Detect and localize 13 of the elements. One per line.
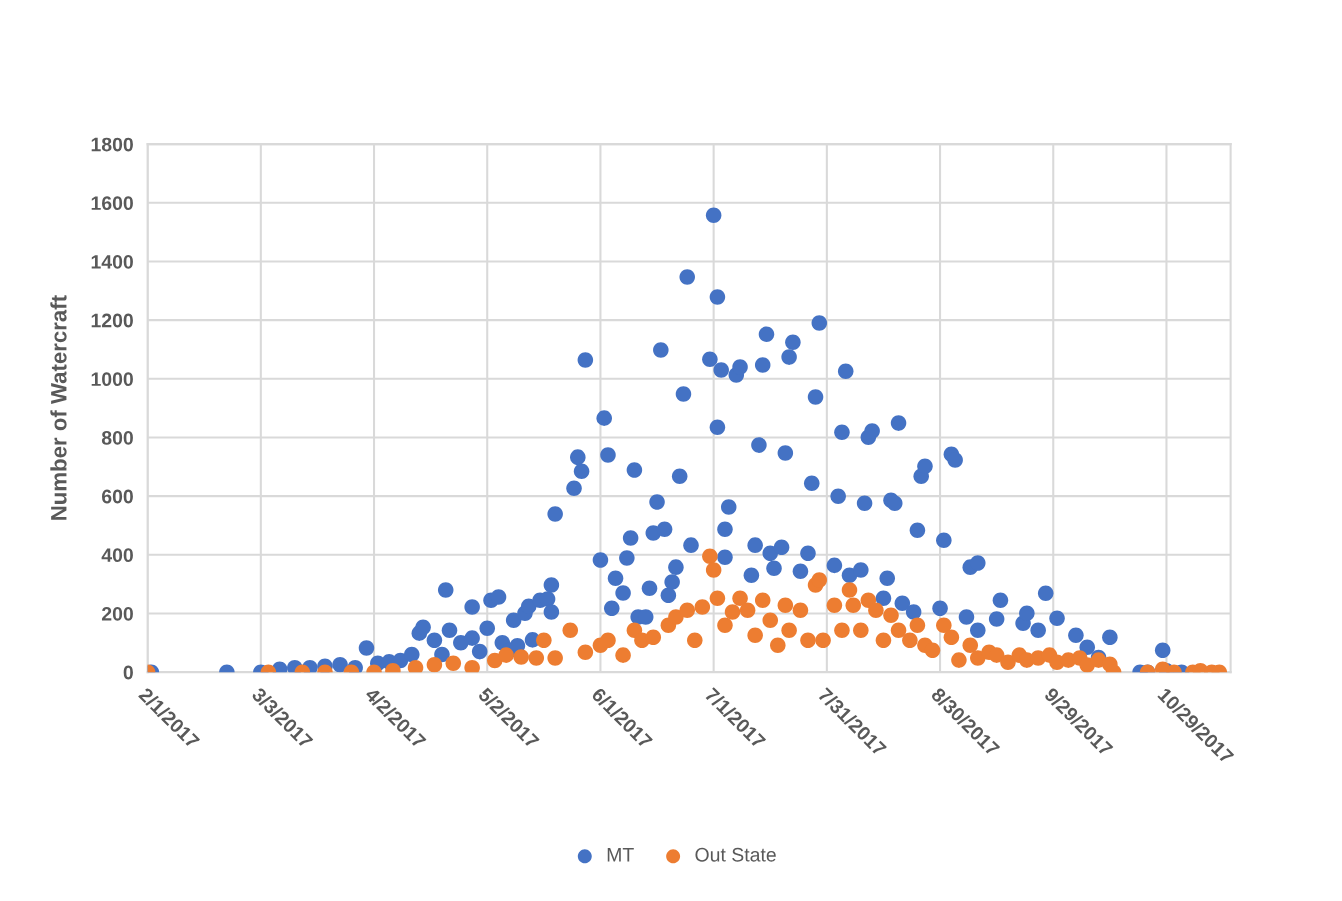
y-tick-label: 1200 (91, 313, 133, 328)
y-tick-label: 600 (102, 489, 133, 504)
y-tick-label: 1400 (91, 254, 133, 269)
y-tick-label: 1600 (91, 196, 133, 211)
y-tick-label: 800 (101, 430, 133, 445)
legend-label: Out State (695, 847, 776, 862)
y-tick-label: 400 (101, 548, 133, 563)
y-tick-label: 1800 (91, 137, 133, 152)
y-axis-title: Number of Watercraft (50, 295, 67, 520)
legend-label: MT (607, 848, 634, 862)
y-tick-label: 200 (101, 606, 133, 621)
y-tick-label: 1000 (91, 372, 133, 387)
y-tick-label: 0 (123, 665, 133, 680)
